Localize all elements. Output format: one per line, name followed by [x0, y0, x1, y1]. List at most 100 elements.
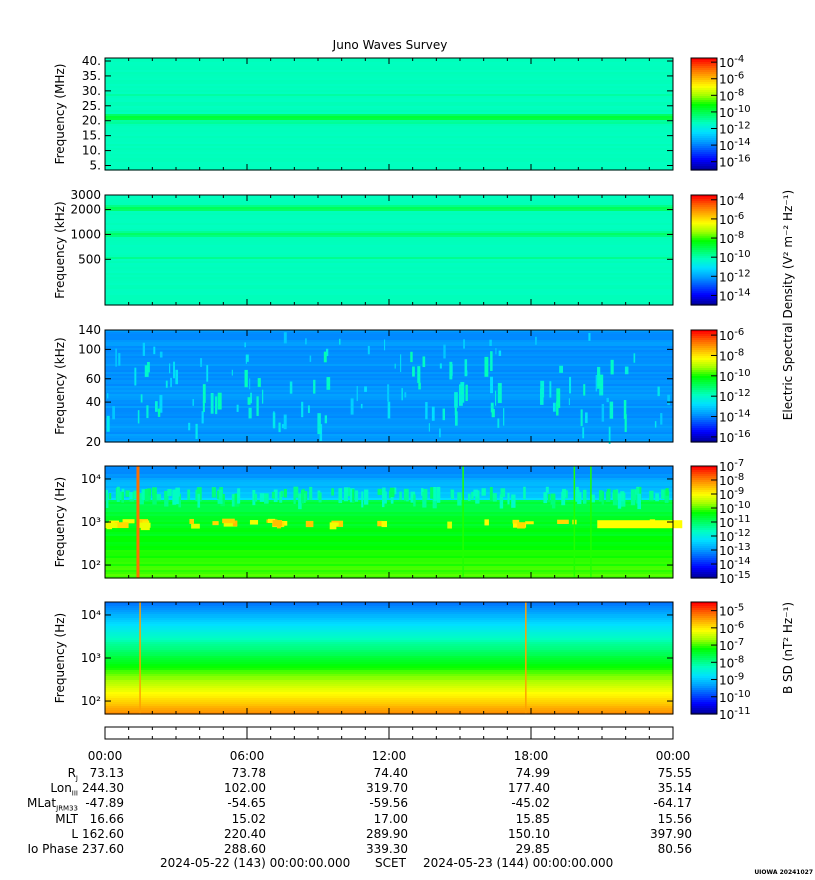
emission-streak: [272, 412, 276, 429]
y-tick-label: 20.: [82, 114, 101, 128]
cutoff-structure: [457, 492, 462, 506]
colorbar-step: [691, 150, 717, 153]
spectrum-row: [105, 354, 673, 357]
cutoff-structure: [523, 486, 526, 500]
colorbar-step: [691, 244, 717, 247]
emission-streak: [350, 398, 354, 415]
cutoff-structure: [403, 488, 409, 501]
spectrum-row: [105, 275, 673, 278]
colorbar-step: [691, 564, 717, 567]
ephemeris-value: 102.00: [224, 781, 266, 796]
colorbar-step: [691, 666, 717, 669]
ephemeris-value: 237.60: [82, 842, 124, 856]
colorbar-step: [691, 416, 717, 419]
y-tick-label: 10²: [81, 558, 101, 572]
spectrum-row: [105, 263, 673, 266]
colorbar-step: [691, 88, 717, 91]
cutoff-structure: [665, 488, 669, 496]
colorbar-step: [691, 236, 717, 239]
spectrum-row: [105, 632, 673, 635]
colorbar-frame: [690, 194, 718, 306]
spectrum-row: [105, 630, 673, 633]
emission-streak: [137, 410, 140, 424]
spectrum-row: [105, 426, 673, 429]
emission-patch: [189, 518, 194, 524]
colorbar-step: [691, 700, 717, 703]
emission-streak: [112, 406, 115, 420]
colorbar-step: [691, 602, 717, 605]
spectrum-row: [105, 289, 673, 292]
spectrum-row: [105, 70, 673, 73]
cutoff-structure: [141, 489, 146, 500]
ephemeris-value: 73.78: [231, 766, 266, 780]
colorbar-step: [691, 558, 717, 561]
time-tick-label: 00:00: [88, 749, 123, 763]
cutoff-structure: [577, 492, 582, 505]
emission-burst: [610, 359, 614, 375]
emission-streak: [153, 346, 156, 355]
cutoff-structure: [148, 493, 151, 501]
y-tick-label: 10³: [81, 515, 101, 529]
spectrum-row: [105, 540, 673, 543]
ephemeris-value: 75.55: [657, 766, 692, 780]
cutoff-structure: [125, 490, 130, 497]
colorbar-step: [691, 216, 717, 220]
emission-patch: [249, 520, 259, 525]
emission-burst: [412, 366, 415, 377]
cutoff-structure: [152, 492, 157, 505]
ephemeris-value: 319.70: [366, 781, 408, 796]
spectrum-row: [105, 530, 673, 533]
spectrum-row: [105, 376, 673, 379]
colorbar-step: [691, 532, 717, 535]
spectrum-row: [105, 498, 673, 501]
colorbar-step: [691, 410, 717, 413]
colorbar-tick-label: 10-10: [719, 104, 751, 120]
ephemeris-label: LonIII: [50, 781, 78, 798]
cutoff-structure: [217, 489, 223, 504]
colorbar-step: [691, 438, 717, 441]
colorbar-step: [691, 422, 717, 425]
colorbar-step: [691, 436, 717, 439]
colorbar-step: [691, 334, 717, 337]
colorbar-step: [691, 608, 717, 611]
emission-burst: [317, 413, 321, 435]
emission-streak: [400, 354, 402, 373]
y-axis-label: Frequency (Hz): [53, 477, 67, 568]
colorbar-step: [691, 610, 717, 613]
ephemeris-value: 150.10: [508, 826, 550, 841]
cutoff-structure: [279, 491, 283, 503]
spectrum-row: [105, 478, 673, 481]
colorbar-step: [691, 606, 717, 609]
colorbar-step: [691, 478, 717, 481]
spectrum-row: [105, 80, 673, 83]
colorbar-step: [691, 612, 717, 615]
emission-streak: [301, 401, 304, 418]
cutoff-structure: [620, 491, 625, 502]
ephemeris-value: -54.65: [227, 796, 266, 811]
emission-burst: [540, 388, 544, 405]
colorbar-step: [691, 484, 717, 487]
emission-burst: [459, 384, 463, 406]
colorbar-step: [691, 694, 717, 697]
cutoff-structure: [467, 493, 471, 501]
emission-burst: [460, 386, 464, 395]
emission-streak: [569, 376, 572, 394]
cutoff-structure: [283, 488, 287, 498]
cutoff-structure: [393, 487, 397, 495]
colorbar-step: [691, 195, 717, 198]
spectrum-row: [105, 546, 673, 549]
spectrum-row: [105, 108, 673, 111]
colorbar-step: [691, 164, 717, 167]
spectrum-row: [105, 474, 673, 477]
spectrum-row: [105, 510, 673, 513]
spectrum-row: [105, 666, 673, 669]
cutoff-structure: [389, 487, 395, 498]
colorbar-step: [691, 160, 717, 163]
cutoff-structure: [382, 492, 385, 508]
cutoff-structure: [561, 491, 566, 506]
panel-5: 10² 10³ 10⁴ Frequency (Hz): [53, 601, 674, 715]
ephemeris-label: MLatJRM33: [27, 796, 78, 813]
cutoff-structure: [489, 487, 493, 501]
cutoff-structure: [259, 493, 265, 502]
